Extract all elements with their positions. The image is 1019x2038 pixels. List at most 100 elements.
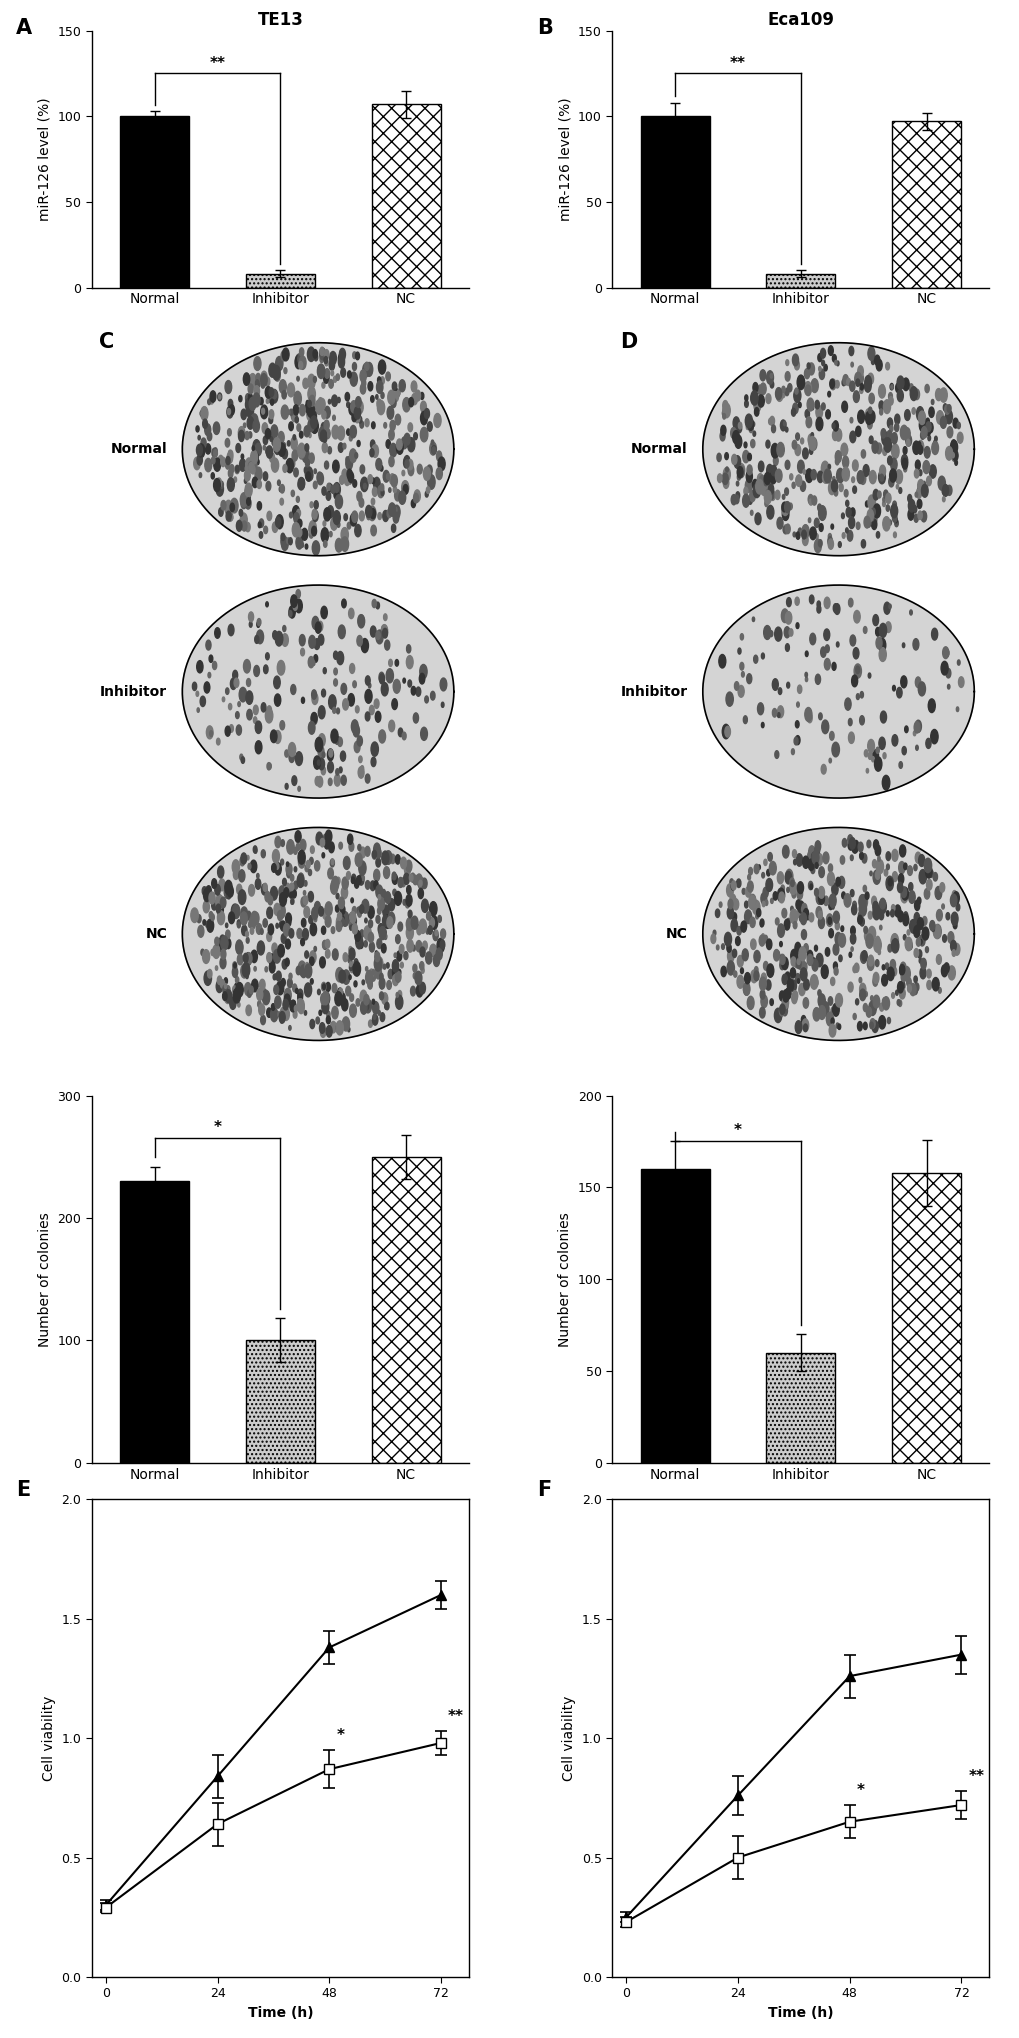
Circle shape xyxy=(907,495,911,501)
Circle shape xyxy=(765,980,770,990)
Circle shape xyxy=(844,489,847,497)
Circle shape xyxy=(891,734,897,746)
Circle shape xyxy=(786,597,791,607)
Circle shape xyxy=(321,422,325,432)
Circle shape xyxy=(920,426,926,438)
Circle shape xyxy=(424,408,429,418)
Circle shape xyxy=(787,978,793,990)
Circle shape xyxy=(254,385,259,397)
Circle shape xyxy=(830,1007,834,1015)
Circle shape xyxy=(835,921,839,929)
Circle shape xyxy=(431,440,433,444)
Circle shape xyxy=(833,962,837,970)
Circle shape xyxy=(802,856,808,868)
Circle shape xyxy=(845,499,848,505)
Circle shape xyxy=(376,848,381,858)
Circle shape xyxy=(890,503,897,518)
Circle shape xyxy=(235,940,243,954)
Circle shape xyxy=(808,367,812,373)
Circle shape xyxy=(800,968,806,980)
Circle shape xyxy=(371,422,375,428)
Circle shape xyxy=(236,726,242,736)
Circle shape xyxy=(418,976,421,982)
Circle shape xyxy=(947,406,950,412)
Circle shape xyxy=(414,432,417,440)
Circle shape xyxy=(238,520,243,526)
Circle shape xyxy=(314,501,318,510)
Circle shape xyxy=(784,501,789,514)
Circle shape xyxy=(213,450,217,457)
Circle shape xyxy=(834,968,838,974)
Circle shape xyxy=(332,950,338,960)
Circle shape xyxy=(946,426,952,438)
Circle shape xyxy=(267,762,270,770)
Circle shape xyxy=(246,937,249,944)
Circle shape xyxy=(816,601,819,607)
Circle shape xyxy=(754,408,758,416)
Circle shape xyxy=(407,644,411,652)
Bar xyxy=(371,104,440,287)
Circle shape xyxy=(384,893,390,903)
Circle shape xyxy=(375,952,377,956)
Circle shape xyxy=(877,638,884,652)
Circle shape xyxy=(853,391,858,401)
Circle shape xyxy=(855,666,859,673)
Circle shape xyxy=(744,901,747,909)
Circle shape xyxy=(818,524,822,532)
Circle shape xyxy=(815,954,822,966)
Circle shape xyxy=(323,373,329,383)
Circle shape xyxy=(267,907,272,919)
Circle shape xyxy=(759,919,763,927)
Circle shape xyxy=(889,469,896,483)
Circle shape xyxy=(271,389,277,404)
Circle shape xyxy=(201,950,204,956)
Circle shape xyxy=(227,387,229,391)
Circle shape xyxy=(217,866,223,878)
Circle shape xyxy=(859,473,865,485)
Circle shape xyxy=(808,880,812,891)
Circle shape xyxy=(370,510,375,520)
Circle shape xyxy=(317,365,324,379)
Circle shape xyxy=(342,970,350,984)
Circle shape xyxy=(775,389,783,401)
Circle shape xyxy=(360,990,367,1003)
Circle shape xyxy=(411,381,417,391)
Circle shape xyxy=(360,422,363,428)
Circle shape xyxy=(263,882,267,891)
Circle shape xyxy=(358,844,361,850)
Circle shape xyxy=(752,432,755,436)
Circle shape xyxy=(918,958,921,964)
Circle shape xyxy=(776,872,783,884)
Circle shape xyxy=(710,933,715,944)
Circle shape xyxy=(809,528,815,540)
Circle shape xyxy=(255,442,261,457)
Circle shape xyxy=(933,436,936,442)
Circle shape xyxy=(317,473,322,481)
Circle shape xyxy=(931,927,933,931)
Circle shape xyxy=(817,540,821,546)
Circle shape xyxy=(872,901,877,913)
Circle shape xyxy=(934,389,941,401)
Circle shape xyxy=(821,471,827,483)
Circle shape xyxy=(721,723,729,738)
Circle shape xyxy=(338,915,344,925)
Circle shape xyxy=(342,444,345,448)
Circle shape xyxy=(322,852,324,858)
Circle shape xyxy=(307,408,313,420)
Circle shape xyxy=(419,962,424,970)
Circle shape xyxy=(763,962,767,970)
Circle shape xyxy=(798,948,805,960)
Circle shape xyxy=(774,469,782,483)
Circle shape xyxy=(412,393,417,406)
Circle shape xyxy=(856,693,859,699)
Polygon shape xyxy=(182,585,453,799)
Circle shape xyxy=(793,954,800,968)
Circle shape xyxy=(783,1003,787,1011)
Circle shape xyxy=(216,905,220,913)
Circle shape xyxy=(925,428,929,436)
Circle shape xyxy=(930,399,933,404)
Circle shape xyxy=(809,884,812,889)
Circle shape xyxy=(875,638,881,648)
Circle shape xyxy=(847,840,853,850)
Circle shape xyxy=(318,397,322,406)
